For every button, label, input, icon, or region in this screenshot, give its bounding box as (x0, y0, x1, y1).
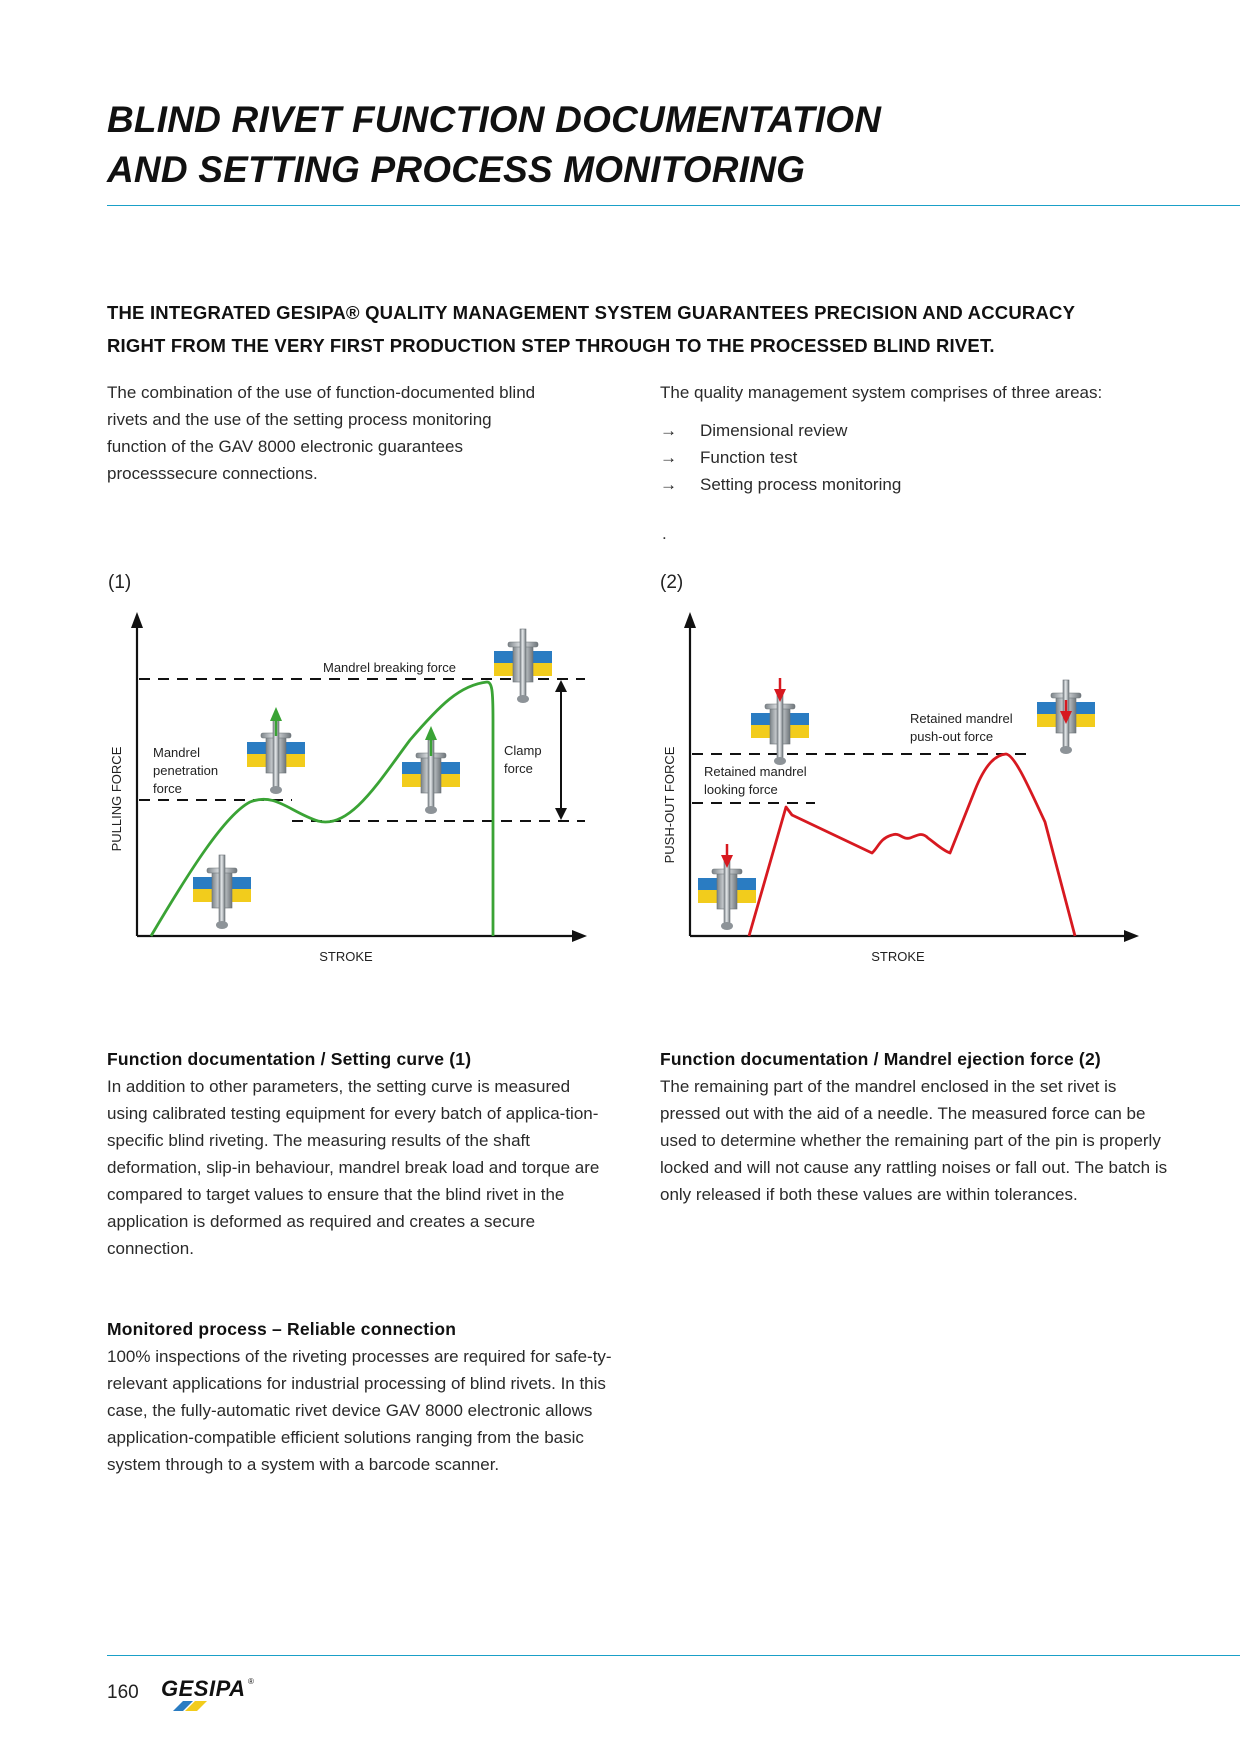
arrow-right-icon: → (660, 448, 677, 467)
clamp-arrow-bottom (555, 808, 567, 820)
arrow-right-icon: → (660, 475, 677, 494)
x-axis-label: STROKE (319, 949, 373, 964)
clamp-force-annotation: Clamp force (504, 743, 545, 776)
breaking-force-annotation: Mandrel breaking force (323, 660, 456, 675)
setting-curve-heading: Function documentation / Setting curve (… (107, 1049, 472, 1069)
logo-yellow-stripe (185, 1701, 207, 1711)
blind-rivet-icon (493, 628, 553, 704)
brand-registered-mark: ® (248, 1677, 254, 1686)
setting-curve-figure: Mandrel breaking force Mandrel penetrati… (109, 612, 587, 964)
page-title-line-1: BLIND RIVET FUNCTION DOCUMENTATION (107, 99, 882, 140)
list-item: → Function test (660, 444, 901, 471)
locking-force-annotation: Retained mandrel looking force (704, 764, 810, 797)
figure-1-label: (1) (108, 572, 132, 593)
green-arrow-up-icon (270, 707, 282, 736)
blind-rivet-icon (192, 854, 252, 930)
y-axis-arrowhead (684, 612, 696, 628)
ejection-force-body: The remaining part of the mandrel enclos… (660, 1077, 1168, 1204)
list-item-label: Setting process monitoring (700, 475, 902, 494)
list-item-label: Dimensional review (700, 421, 848, 440)
x-axis-label: STROKE (871, 949, 925, 964)
brand-wordmark: GESIPA (161, 1676, 246, 1701)
brand-logo: GESIPA ® (161, 1673, 261, 1724)
intro-left-paragraph: The combination of the use of function-d… (107, 383, 536, 483)
page-title: BLIND RIVET FUNCTION DOCUMENTATION AND S… (107, 95, 881, 195)
list-item-label: Function test (700, 448, 798, 467)
x-axis-arrowhead (1124, 930, 1139, 942)
list-item: → Dimensional review (660, 417, 901, 444)
green-arrow-up-icon (425, 726, 437, 756)
y-axis-label: PUSH-OUT FORCE (662, 746, 677, 863)
pushout-force-annotation: Retained mandrel push-out force (910, 711, 1016, 744)
ejection-curve-line (747, 752, 1077, 937)
monitored-process-heading: Monitored process – Reliable connection (107, 1319, 457, 1339)
y-axis-arrowhead (131, 612, 143, 628)
list-item: → Setting process monitoring (660, 471, 901, 498)
red-arrow-down-icon (1060, 700, 1072, 724)
monitored-process-body: 100% inspections of the riveting process… (107, 1347, 612, 1474)
red-arrow-down-icon (774, 678, 786, 702)
footer-rule (107, 1655, 1240, 1656)
page-number: 160 (107, 1682, 139, 1703)
clamp-arrow-top (555, 680, 567, 692)
y-axis-label: PULLING FORCE (109, 746, 124, 851)
gesipa-logo-icon: GESIPA ® (161, 1676, 254, 1711)
page-title-line-2: AND SETTING PROCESS MONITORING (107, 149, 806, 190)
lead-statement: THE INTEGRATED GESIPA® QUALITY MANAGEMEN… (107, 302, 1075, 356)
red-arrow-down-icon (721, 844, 733, 868)
areas-list: → Dimensional review → Function test → Sett… (660, 417, 901, 498)
arrow-right-icon: → (660, 421, 677, 440)
x-axis-arrowhead (572, 930, 587, 942)
intro-right-paragraph: The quality management system comprises … (660, 383, 1103, 402)
title-rule (107, 205, 1240, 206)
figure-2-label: (2) (660, 572, 684, 593)
ejection-force-heading: Function documentation / Mandrel ejectio… (660, 1049, 1101, 1069)
setting-curve-body: In addition to other parameters, the set… (107, 1077, 600, 1258)
ejection-force-figure: Retained mandrel push-out force Retained… (662, 612, 1139, 964)
penetration-force-annotation: Mandrel penetration force (153, 745, 222, 796)
logo-blue-stripe (173, 1701, 193, 1711)
setting-curve-line (149, 680, 495, 937)
stray-mark: . (662, 524, 667, 543)
